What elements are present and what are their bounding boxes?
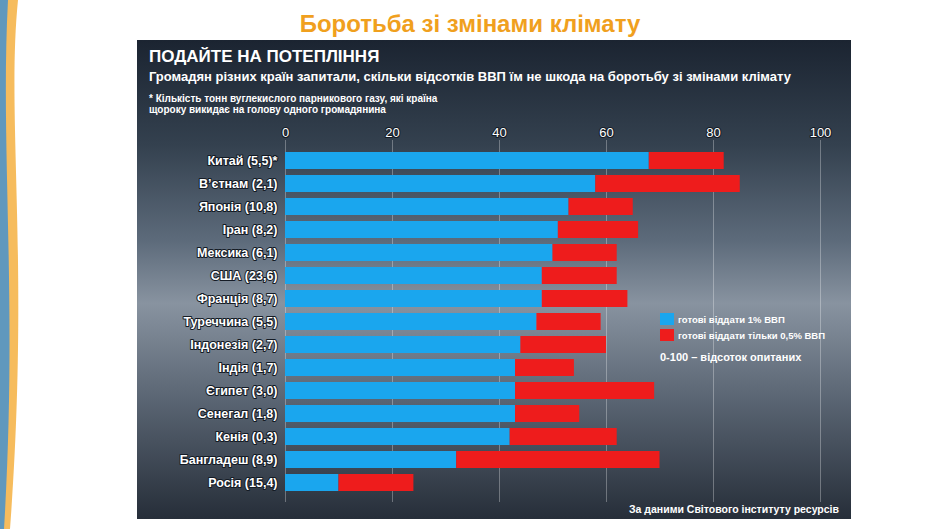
svg-text:Кенія (0,3): Кенія (0,3) xyxy=(215,430,277,444)
svg-text:100: 100 xyxy=(810,125,832,140)
html-text:готові віддати тільки 0,5% ВВП: готові віддати тільки 0,5% ВВП xyxy=(678,329,825,341)
svg-text:20: 20 xyxy=(385,125,399,140)
svg-text:Індія (1,7): Індія (1,7) xyxy=(219,361,278,375)
html-text:ПОДАЙТЕ НА ПОТЕПЛІННЯ: ПОДАЙТЕ НА ПОТЕПЛІННЯ xyxy=(149,47,380,66)
svg-text:Японія (10,8): Японія (10,8) xyxy=(199,200,278,214)
html-text:Боротьба зі змінами клімату: Боротьба зі змінами клімату xyxy=(299,10,641,37)
svg-text:Індонезія (2,7): Індонезія (2,7) xyxy=(190,338,277,352)
html-text:Громадян різних країн запитали: Громадян різних країн запитали, скільки … xyxy=(149,69,791,84)
svg-text:Бангладеш (8,9): Бангладеш (8,9) xyxy=(180,453,278,467)
svg-text:США (23,6): США (23,6) xyxy=(211,269,278,283)
svg-text:0: 0 xyxy=(282,125,289,140)
svg-text:Китай (5,5)*: Китай (5,5)* xyxy=(207,154,277,168)
html-text:За даними Світового інституту: За даними Світового інституту ресурсів xyxy=(629,503,839,515)
svg-text:Росія (15,4): Росія (15,4) xyxy=(208,476,277,490)
html-text:готові віддати 1% ВВП: готові віддати 1% ВВП xyxy=(678,313,785,325)
svg-text:Сенегал (1,8): Сенегал (1,8) xyxy=(198,407,278,421)
svg-text:40: 40 xyxy=(492,125,506,140)
svg-text:Туреччина (5,5): Туреччина (5,5) xyxy=(183,315,277,329)
svg-text:60: 60 xyxy=(599,125,613,140)
svg-text:Іран (8,2): Іран (8,2) xyxy=(223,223,278,237)
svg-text:80: 80 xyxy=(706,125,720,140)
html-text:* Кількість тонн вуглекислого: * Кількість тонн вуглекислого парниковог… xyxy=(149,93,438,115)
html-text:0-100 – відсоток опитаних: 0-100 – відсоток опитаних xyxy=(660,351,802,363)
svg-text:Єгипет (3,0): Єгипет (3,0) xyxy=(206,384,277,398)
svg-text:Франція (8,7): Франція (8,7) xyxy=(197,292,277,306)
svg-text:В’єтнам (2,1): В’єтнам (2,1) xyxy=(199,177,277,191)
svg-text:Мексика (6,1): Мексика (6,1) xyxy=(197,246,277,260)
